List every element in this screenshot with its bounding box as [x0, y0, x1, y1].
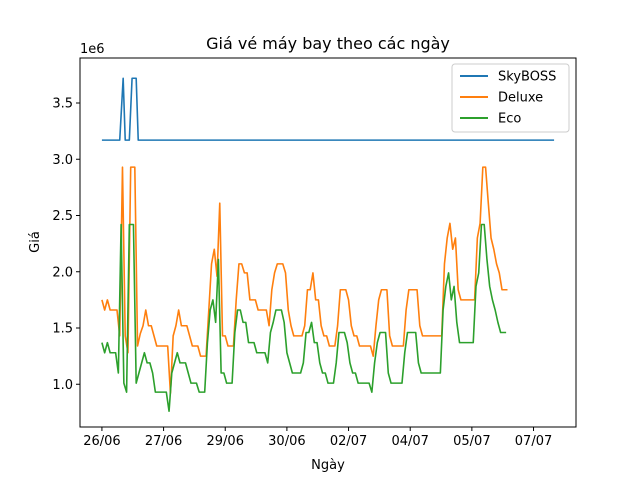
y-tick-label: 3.0	[52, 153, 73, 168]
legend-label-eco: Eco	[498, 112, 521, 127]
y-tick-label: 2.0	[52, 265, 73, 280]
y-tick-label: 1.0	[52, 378, 73, 393]
legend-box	[451, 63, 570, 133]
x-tick-label: 26/06	[83, 434, 120, 449]
plot-frame	[79, 57, 577, 428]
y-axis: 1.0 1.5 2.0 2.5 3.0 3.5	[52, 97, 80, 393]
plot-area	[101, 77, 555, 413]
legend-label-deluxe: Deluxe	[498, 91, 543, 106]
x-tick-label: 04/07	[391, 434, 428, 449]
y-tick-label: 1.5	[52, 322, 73, 337]
x-tick-label: 30/06	[268, 434, 305, 449]
y-tick-label: 3.5	[52, 97, 73, 112]
legend: SkyBOSS Deluxe Eco	[451, 63, 570, 133]
x-tick-label: 29/06	[207, 434, 244, 449]
series-line-deluxe	[101, 166, 508, 395]
y-axis-label: Giá	[28, 231, 43, 253]
x-tick-label: 27/06	[145, 434, 182, 449]
series-line-eco	[101, 223, 507, 413]
legend-label-skyboss: SkyBOSS	[498, 70, 556, 85]
x-tick-label: 07/07	[515, 434, 552, 449]
x-tick-label: 05/07	[453, 434, 490, 449]
series-line-skyboss	[101, 77, 555, 141]
x-axis: 26/06 27/06 29/06 30/06 02/07 04/07 05/07 07/07	[83, 427, 552, 449]
chart-title: Giá vé máy bay theo các ngày	[206, 34, 450, 53]
y-offset-label: 1e6	[80, 42, 105, 57]
y-tick-label: 2.5	[52, 209, 73, 224]
x-axis-label: Ngày	[311, 458, 345, 473]
x-tick-label: 02/07	[330, 434, 367, 449]
